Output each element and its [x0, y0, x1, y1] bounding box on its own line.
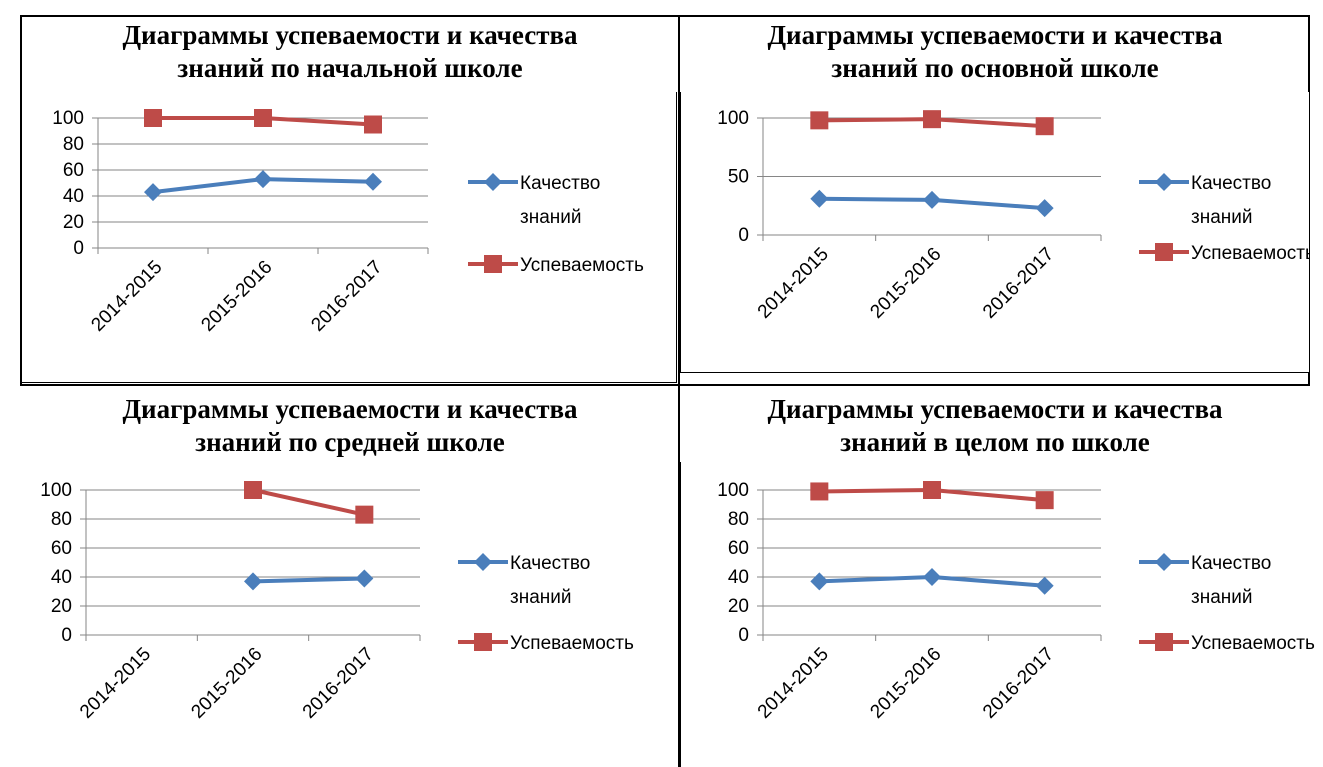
chart-title-primary: Диаграммы успеваемости и качества знаний… [22, 19, 678, 85]
y-tick-label: 20 [63, 212, 84, 233]
y-tick-label: 20 [728, 596, 749, 617]
chart-svg: 0 20 40 60 80 100 2014-2015 2015-2016 2016-2017 К… [52, 108, 644, 336]
x-tick-label: 2016-2017 [307, 257, 386, 336]
data-point-marker [144, 109, 162, 127]
data-point-marker [355, 569, 374, 588]
table-border-top [20, 15, 1310, 17]
chart-title-line-2: знаний в целом по школе [840, 427, 1150, 457]
chart-whole-school: 0 20 40 60 80 100 2014-2015 2015-2016 2016-2017 К… [680, 462, 1323, 767]
x-tick-label: 2015-2016 [187, 644, 266, 723]
data-point-marker [1035, 199, 1054, 218]
legend-label: Успеваемость [520, 255, 644, 276]
x-tick-label: 2014-2015 [87, 257, 166, 336]
table-border-right [1308, 15, 1310, 385]
chart-title-line-1: Диаграммы успеваемости и качества [122, 394, 578, 424]
y-tick-label: 60 [728, 538, 749, 559]
x-tick-label: 2015-2016 [866, 644, 945, 723]
chart-title-line-1: Диаграммы успеваемости и качества [767, 20, 1223, 50]
y-tick-label: 40 [63, 186, 84, 207]
legend-marker [1155, 173, 1173, 191]
legend-marker [474, 633, 492, 651]
legend-label: Успеваемость [510, 633, 634, 654]
data-point-marker [1035, 576, 1054, 595]
chart-title-line-2: знаний по начальной школе [177, 53, 523, 83]
chart-svg: 0 20 40 60 80 100 2014-2015 2015-2016 2016-2017 К… [717, 480, 1315, 723]
data-point-marker [810, 111, 829, 130]
table-border-left [20, 15, 22, 385]
y-tick-label: 100 [717, 480, 749, 501]
chart-title-line-2: знаний по основной школе [831, 53, 1159, 83]
data-point-marker [254, 109, 272, 127]
chart-title-secondary: Диаграммы успеваемости и качества знаний… [22, 393, 678, 459]
x-tick-label: 2014-2015 [76, 644, 155, 723]
chart-title-basic: Диаграммы успеваемости и качества знаний… [680, 19, 1310, 85]
chart-basic: 0 50 100 2014-2015 2015-2016 2016-2017 Качеств… [680, 92, 1309, 373]
data-point-marker [254, 170, 272, 189]
legend-marker [1155, 243, 1173, 261]
x-tick-label: 2016-2017 [979, 644, 1058, 723]
y-tick-label: 0 [738, 225, 749, 246]
data-point-marker [923, 190, 941, 209]
data-point-marker [923, 568, 941, 586]
table-border-middle [678, 15, 680, 767]
y-tick-label: 0 [73, 238, 84, 259]
legend-label: Качество знаний [520, 173, 600, 228]
legend-marker [484, 173, 502, 191]
chart-title-line-1: Диаграммы успеваемости и качества [122, 20, 578, 50]
y-tick-label: 0 [61, 625, 72, 646]
data-point-marker [810, 572, 829, 591]
y-tick-label: 100 [52, 108, 84, 129]
x-tick-label: 2014-2015 [754, 644, 833, 723]
table-border-row [20, 384, 1310, 386]
chart-svg: 0 50 100 2014-2015 2015-2016 2016-2017 Качеств… [717, 108, 1309, 323]
chart-title-line-1: Диаграммы успеваемости и качества [767, 394, 1223, 424]
data-point-marker [1035, 491, 1054, 510]
series-line [252, 488, 365, 517]
legend-label: Качество знаний [1191, 553, 1271, 608]
x-tick-label: 2015-2016 [866, 244, 945, 323]
data-point-marker [364, 172, 382, 191]
data-point-marker [1035, 117, 1054, 136]
y-tick-label: 40 [51, 567, 72, 588]
data-point-marker [144, 183, 162, 202]
data-point-marker [923, 481, 941, 499]
legend-marker [474, 553, 492, 571]
y-tick-label: 40 [728, 567, 749, 588]
data-point-marker [244, 572, 262, 591]
chart-svg: 0 20 40 60 80 100 2014-2015 2015-2016 2016-2017 К… [40, 480, 634, 723]
y-tick-label: 80 [728, 509, 749, 530]
y-tick-label: 60 [63, 160, 84, 181]
y-tick-label: 0 [738, 625, 749, 646]
chart-title-line-2: знаний по средней школе [195, 427, 505, 457]
y-tick-label: 60 [51, 538, 72, 559]
data-point-marker [810, 482, 829, 501]
x-tick-label: 2016-2017 [979, 244, 1058, 323]
data-point-marker [923, 110, 941, 129]
legend-label: Успеваемость [1191, 243, 1309, 264]
y-tick-label: 80 [63, 134, 84, 155]
chart-title-whole-school: Диаграммы успеваемости и качества знаний… [680, 393, 1310, 459]
legend-label: Успеваемость [1191, 633, 1315, 654]
y-tick-label: 50 [728, 167, 749, 188]
data-point-marker [244, 481, 262, 499]
y-tick-label: 100 [717, 108, 749, 129]
legend-marker [484, 255, 502, 273]
x-tick-label: 2014-2015 [754, 244, 833, 323]
legend-label: Качество знаний [1191, 173, 1271, 228]
legend-marker [1155, 633, 1173, 651]
x-tick-label: 2015-2016 [197, 257, 276, 336]
y-tick-label: 20 [51, 596, 72, 617]
y-tick-label: 80 [51, 509, 72, 530]
x-tick-label: 2016-2017 [299, 644, 378, 723]
chart-secondary: 0 20 40 60 80 100 2014-2015 2015-2016 2016-2017 К… [0, 462, 678, 767]
series-line [252, 576, 365, 584]
legend-marker [1155, 553, 1173, 571]
chart-primary: 0 20 40 60 80 100 2014-2015 2015-2016 2016-2017 К… [22, 92, 677, 383]
data-point-marker [364, 115, 382, 134]
y-tick-label: 100 [40, 480, 72, 501]
legend-label: Качество знаний [510, 553, 590, 608]
data-point-marker [810, 189, 829, 208]
data-point-marker [355, 505, 374, 524]
